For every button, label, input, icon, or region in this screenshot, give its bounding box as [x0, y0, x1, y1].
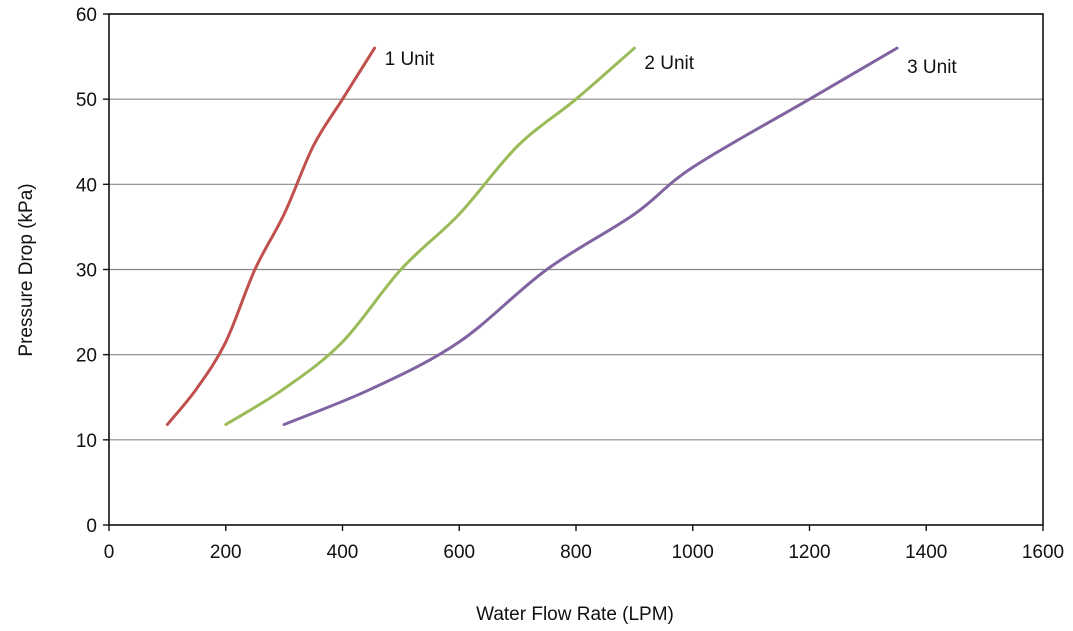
- y-tick-label-60: 60: [76, 5, 97, 26]
- x-tick-label-200: 200: [210, 542, 242, 563]
- x-axis-title: Water Flow Rate (LPM): [476, 604, 674, 625]
- x-tick-label-0: 0: [104, 542, 115, 563]
- series-labels: 1 Unit 2 Unit 3 Unit: [385, 49, 958, 78]
- grid-lines: [109, 13, 1043, 441]
- series-label-2: 2 Unit: [644, 53, 694, 74]
- series-label-1: 1 Unit: [385, 49, 435, 70]
- x-tick-label-1600: 1600: [1022, 542, 1064, 563]
- y-tick-label-20: 20: [76, 346, 97, 367]
- y-tick-labels: 0 10 20 30 40 50 60: [76, 5, 97, 537]
- x-tick-label-1400: 1400: [905, 542, 947, 563]
- x-tick-label-1000: 1000: [672, 542, 714, 563]
- y-tick-label-30: 30: [76, 261, 97, 282]
- x-tick-labels: 0 200 400 600 800 1000 1200 1400 1600: [104, 542, 1064, 563]
- series-label-3: 3 Unit: [907, 57, 957, 78]
- series-line-2: [224, 46, 636, 426]
- y-tick-label-40: 40: [76, 175, 97, 196]
- x-tick-label-400: 400: [327, 542, 359, 563]
- axes: [103, 13, 1044, 531]
- y-tick-label-0: 0: [86, 516, 97, 537]
- series-line-3: [282, 46, 899, 426]
- series-lines: [165, 46, 899, 426]
- series-line-1: [165, 46, 377, 426]
- y-tick-label-10: 10: [76, 431, 97, 452]
- y-tick-label-50: 50: [76, 90, 97, 111]
- x-tick-label-1200: 1200: [788, 542, 830, 563]
- x-tick-label-600: 600: [443, 542, 475, 563]
- y-axis-title: Pressure Drop (kPa): [16, 183, 37, 356]
- x-tick-label-800: 800: [560, 542, 592, 563]
